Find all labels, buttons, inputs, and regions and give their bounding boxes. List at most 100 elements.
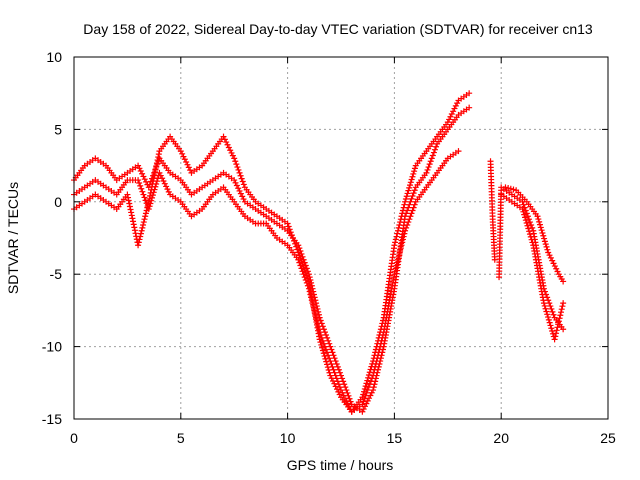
data-point [137,182,144,189]
data-point [370,358,377,365]
data-point [411,168,418,175]
data-point [317,339,324,346]
data-point [301,266,308,273]
data-point [126,203,133,210]
data-point [433,143,440,150]
data-point [555,318,562,325]
data-point [368,375,375,382]
data-point [394,230,401,237]
y-tick-label: -5 [50,266,63,282]
data-point [466,104,473,111]
data-point [558,306,565,313]
data-point [368,389,375,396]
data-point [546,252,553,259]
data-point [240,196,247,203]
data-point [396,221,403,228]
data-point [555,321,562,328]
data-point [326,340,333,347]
data-point [232,158,239,165]
data-point [293,243,300,250]
data-point [547,322,554,329]
data-point [408,210,415,217]
data-point [291,237,298,244]
data-point [147,189,154,196]
tick-labels: 0 5 10 15 20 25 -15 -10 -5 0 5 10 [42,49,616,446]
data-point [331,355,338,362]
data-point [543,243,550,250]
data-point [524,222,531,229]
series-G [502,184,567,285]
data-point [560,278,567,285]
data-point [179,150,186,157]
data-point [552,333,559,340]
data-point [135,242,142,249]
data-point [145,201,152,208]
data-point [124,191,131,198]
data-point [447,113,454,120]
data-point [452,102,459,109]
data-point [163,183,170,190]
data-point [239,193,246,200]
data-point [156,169,163,176]
data-point [236,187,243,194]
data-point [325,337,332,344]
data-point [321,353,328,360]
data-point [547,254,554,261]
data-point [319,347,326,354]
data-point [231,177,238,184]
data-point [361,388,368,395]
data-point [446,116,453,123]
data-point [527,219,534,226]
data-point [367,366,374,373]
data-point [129,215,136,222]
data-point [150,177,157,184]
data-point [336,391,343,398]
data-point [408,195,415,202]
data-point [377,326,384,333]
data-point [550,311,557,318]
data-point [548,325,555,332]
data-point [403,193,410,200]
data-point [154,157,161,164]
data-point [529,239,536,246]
data-point [364,397,371,404]
data-point [424,166,431,173]
data-point [155,151,162,158]
data-point [138,185,145,192]
data-point [551,336,558,343]
data-point [426,161,433,168]
data-point [138,227,145,234]
data-point [329,349,336,356]
data-point [136,236,143,243]
data-point [405,219,412,226]
data-point [537,224,544,231]
data-point [525,225,532,232]
data-point [229,152,236,159]
data-point [541,302,548,309]
data-point [398,242,405,249]
data-point [140,191,147,198]
data-point [288,232,295,239]
data-point [135,162,142,169]
data-point [502,184,509,191]
data-point [448,111,455,118]
data-point [126,200,133,207]
data-point [395,253,402,260]
y-tick-label: 10 [46,49,62,65]
data-point [139,170,146,177]
data-point [363,389,370,396]
data-point [224,141,231,148]
data-point [136,179,143,186]
data-point [392,265,399,272]
data-point [232,179,239,186]
data-point [141,176,148,183]
data-point [141,194,148,201]
data-point [392,236,399,243]
data-point [529,224,536,231]
data-point [145,198,152,205]
data-point [180,153,187,160]
data-point [153,163,160,170]
data-point [332,383,339,390]
series-C [71,90,473,415]
data-point [391,242,398,249]
